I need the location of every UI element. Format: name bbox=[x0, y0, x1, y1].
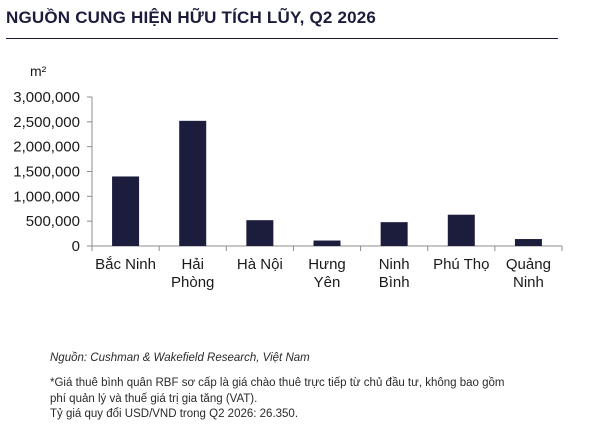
y-tick-label: 500,000 bbox=[26, 213, 80, 230]
chart-title: NGUỒN CUNG HIỆN HỮU TÍCH LŨY, Q2 2026 bbox=[6, 8, 377, 27]
x-tick-label: Hưng bbox=[308, 256, 346, 273]
x-tick-label: Ninh bbox=[513, 274, 544, 291]
y-tick-label: 1,500,000 bbox=[13, 164, 80, 181]
x-tick-label: Yên bbox=[314, 274, 341, 291]
x-tick-label: Hải bbox=[181, 256, 204, 273]
bar bbox=[246, 220, 274, 246]
x-tick-label: Phòng bbox=[171, 274, 214, 291]
bar bbox=[313, 240, 341, 246]
bar bbox=[179, 120, 207, 246]
x-tick-label: Phú Thọ bbox=[433, 256, 489, 273]
x-tick-label: Bình bbox=[379, 274, 410, 291]
bar-chart: m² 0 500,000 1,000,000 1,500,000 2,000,000 2,5… bbox=[13, 63, 563, 291]
x-tick-label: Ninh bbox=[379, 256, 410, 273]
y-axis-unit-label: m² bbox=[30, 63, 47, 79]
footnote-line-2: phí quản lý và thuế giá trị gia tăng (VA… bbox=[50, 393, 258, 405]
bar bbox=[112, 176, 140, 246]
y-tick-label: 0 bbox=[72, 238, 80, 255]
y-tick-label: 3,000,000 bbox=[13, 89, 80, 106]
bar bbox=[380, 222, 408, 246]
x-tick-label: Hà Nội bbox=[237, 256, 283, 273]
footnote-line-1: *Giá thuê bình quân RBF sơ cấp là giá ch… bbox=[50, 377, 505, 389]
y-tick-label: 1,000,000 bbox=[13, 188, 80, 205]
bar bbox=[514, 239, 542, 246]
title-divider bbox=[6, 38, 558, 39]
y-tick-label: 2,500,000 bbox=[13, 114, 80, 131]
x-tick-label: Quảng bbox=[506, 256, 551, 273]
source-note: Nguồn: Cushman & Wakefield Research, Việ… bbox=[50, 352, 310, 364]
bar bbox=[447, 214, 475, 246]
footnote-line-3: Tỷ giá quy đổi USD/VND trong Q2 2026: 26… bbox=[50, 408, 299, 420]
y-tick-label: 2,000,000 bbox=[13, 139, 80, 156]
x-tick-label: Bắc Ninh bbox=[95, 256, 156, 273]
